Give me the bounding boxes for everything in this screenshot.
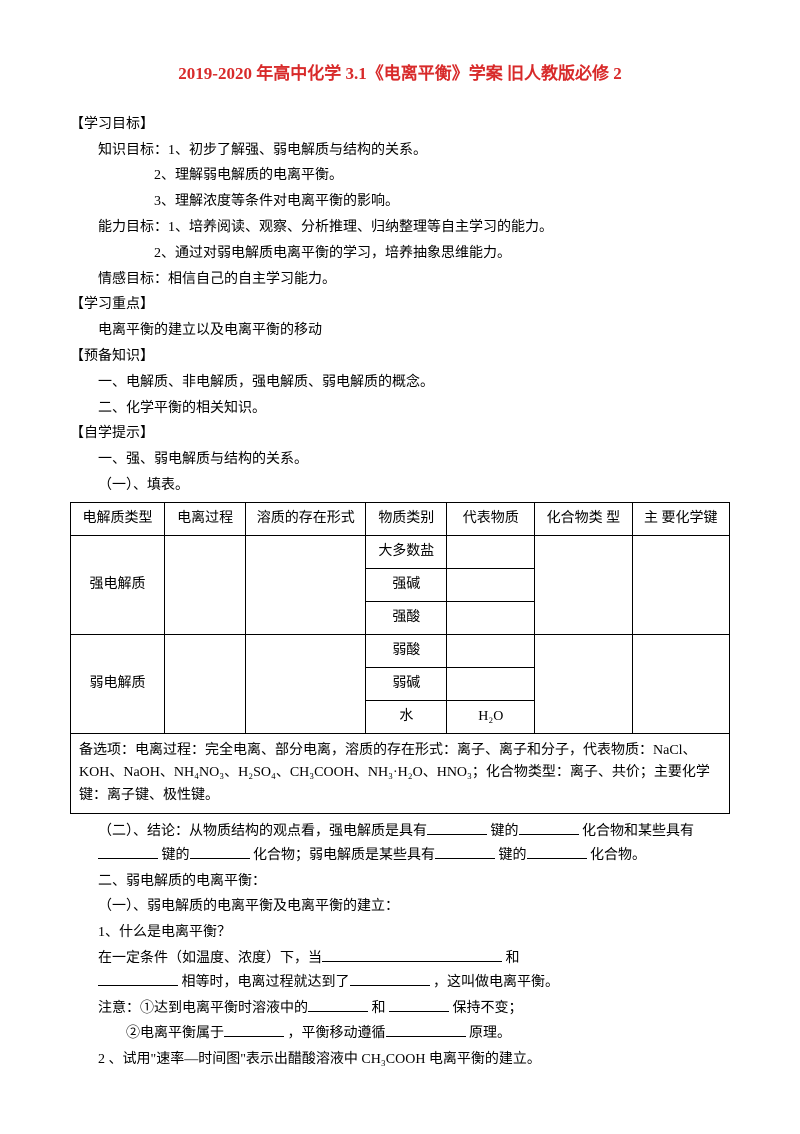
q1: 1、什么是电离平衡？ [70, 921, 730, 945]
blank-8[interactable] [98, 971, 178, 986]
q2: 2 、试用"速率—时间图"表示出醋酸溶液中 CH₃COOH 电离平衡的建立。 [70, 1048, 730, 1072]
table-note-row: 备选项：电离过程：完全电离、部分电离，溶质的存在形式：离子、离子和分子，代表物质… [71, 733, 730, 813]
n2-t3: 原理。 [469, 1026, 511, 1041]
e1-text: 相信自己的自主学习能力。 [168, 272, 336, 287]
weak-ex-base [447, 667, 535, 700]
prep-head: 【预备知识】 [70, 345, 730, 369]
q1-t3: 相等时，电离过程就达到了 [182, 975, 350, 990]
doc-title: 2019-2020 年高中化学 3.1《电离平衡》学案 旧人教版必修 2 [70, 60, 730, 89]
sec2-1: （一）、弱电解质的电离平衡及电离平衡的建立： [70, 895, 730, 919]
electrolyte-table: 电解质类型 电离过程 溶质的存在形式 物质类别 代表物质 化合物类 型 主 要化… [70, 502, 730, 814]
th-example: 代表物质 [447, 502, 535, 535]
prep-2: 二、化学平衡的相关知识。 [70, 397, 730, 421]
n2-t1: ②电离平衡属于 [126, 1026, 224, 1041]
blank-12[interactable] [224, 1022, 284, 1037]
th-bond: 主 要化学键 [632, 502, 729, 535]
blank-10[interactable] [308, 997, 368, 1012]
a1-text: 1、培养阅读、观察、分析推理、归纳整理等自主学习的能力。 [168, 220, 553, 235]
n1-t2: 和 [372, 1001, 390, 1016]
c-t6: 键的 [499, 848, 527, 863]
ability-goal-2: 2、通过对弱电解质电离平衡的学习，培养抽象思维能力。 [70, 242, 730, 266]
th-compound: 化合物类 型 [535, 502, 632, 535]
weak-label: 弱电解质 [71, 634, 165, 733]
strong-cat-salt: 大多数盐 [366, 535, 447, 568]
weak-cat-acid: 弱酸 [366, 634, 447, 667]
c-t2: 键的 [491, 824, 519, 839]
q1-t1: 在一定条件（如温度、浓度）下，当 [98, 951, 322, 966]
c-t7: 化合物。 [590, 848, 646, 863]
knowledge-label: 知识目标： [98, 143, 168, 158]
strong-ex-base [447, 568, 535, 601]
blank-3[interactable] [98, 844, 158, 859]
weak-bond [632, 634, 729, 733]
q1-t2: 和 [506, 951, 520, 966]
focus-text: 电离平衡的建立以及电离平衡的移动 [70, 319, 730, 343]
sec2-head: 二、弱电解质的电离平衡： [70, 870, 730, 894]
note1: 注意：①达到电离平衡时溶液中的 和 保持不变； [70, 997, 730, 1021]
strong-ex-salt [447, 535, 535, 568]
blank-4[interactable] [190, 844, 250, 859]
selfstudy-1: 一、强、弱电解质与结构的关系。 [70, 448, 730, 472]
strong-form [246, 535, 366, 634]
weak-row-1: 弱电解质 弱酸 [71, 634, 730, 667]
c-t4: 键的 [162, 848, 190, 863]
q1-t4: ，这叫做电离平衡。 [433, 975, 559, 990]
table-header-row: 电解质类型 电离过程 溶质的存在形式 物质类别 代表物质 化合物类 型 主 要化… [71, 502, 730, 535]
c-t3: 化合物和某些具有 [582, 824, 694, 839]
blank-6[interactable] [527, 844, 587, 859]
emotion-goal: 情感目标：相信自己的自主学习能力。 [70, 268, 730, 292]
knowledge-goal-3: 3、理解浓度等条件对电离平衡的影响。 [70, 190, 730, 214]
focus-head: 【学习重点】 [70, 293, 730, 317]
th-type: 电解质类型 [71, 502, 165, 535]
blank-1[interactable] [427, 820, 487, 835]
selfstudy-2: （一）、填表。 [70, 474, 730, 498]
strong-label: 强电解质 [71, 535, 165, 634]
selfstudy-head: 【自学提示】 [70, 422, 730, 446]
ability-label: 能力目标： [98, 220, 168, 235]
emotion-label: 情感目标： [98, 272, 168, 287]
blank-7[interactable] [322, 947, 502, 962]
strong-compound [535, 535, 632, 634]
ability-goal-1: 能力目标：1、培养阅读、观察、分析推理、归纳整理等自主学习的能力。 [70, 216, 730, 240]
n2-t2: ，平衡移动遵循 [288, 1026, 386, 1041]
k1-text: 1、初步了解强、弱电解质与结构的关系。 [168, 143, 427, 158]
blank-9[interactable] [350, 971, 430, 986]
weak-cat-base: 弱碱 [366, 667, 447, 700]
prep-1: 一、电解质、非电解质，强电解质、弱电解质的概念。 [70, 371, 730, 395]
conclusion-para: （二）、结论：从物质结构的观点看，强电解质是具有 键的 化合物和某些具有 键的 … [70, 820, 730, 868]
q1-fill: 在一定条件（如温度、浓度）下，当 和 相等时，电离过程就达到了 ，这叫做电离平衡… [70, 947, 730, 995]
learning-goals-head: 【学习目标】 [70, 113, 730, 137]
n1-t3: 保持不变； [453, 1001, 523, 1016]
strong-row-1: 强电解质 大多数盐 [71, 535, 730, 568]
th-process: 电离过程 [165, 502, 246, 535]
weak-form [246, 634, 366, 733]
weak-compound [535, 634, 632, 733]
weak-cat-water: 水 [366, 700, 447, 733]
blank-2[interactable] [519, 820, 579, 835]
weak-ex-water: H₂O [447, 700, 535, 733]
knowledge-goal-1: 知识目标：1、初步了解强、弱电解质与结构的关系。 [70, 139, 730, 163]
blank-13[interactable] [386, 1022, 466, 1037]
strong-process [165, 535, 246, 634]
strong-ex-acid [447, 601, 535, 634]
strong-cat-acid: 强酸 [366, 601, 447, 634]
c-t1: （二）、结论：从物质结构的观点看，强电解质是具有 [98, 824, 427, 839]
strong-bond [632, 535, 729, 634]
knowledge-goal-2: 2、理解弱电解质的电离平衡。 [70, 164, 730, 188]
th-form: 溶质的存在形式 [246, 502, 366, 535]
th-category: 物质类别 [366, 502, 447, 535]
n1-t1: 注意：①达到电离平衡时溶液中的 [98, 1001, 308, 1016]
blank-11[interactable] [389, 997, 449, 1012]
weak-process [165, 634, 246, 733]
weak-ex-acid [447, 634, 535, 667]
note2: ②电离平衡属于 ，平衡移动遵循 原理。 [70, 1022, 730, 1046]
blank-5[interactable] [435, 844, 495, 859]
table-note: 备选项：电离过程：完全电离、部分电离，溶质的存在形式：离子、离子和分子，代表物质… [71, 733, 730, 813]
strong-cat-base: 强碱 [366, 568, 447, 601]
c-t5: 化合物；弱电解质是某些具有 [253, 848, 435, 863]
